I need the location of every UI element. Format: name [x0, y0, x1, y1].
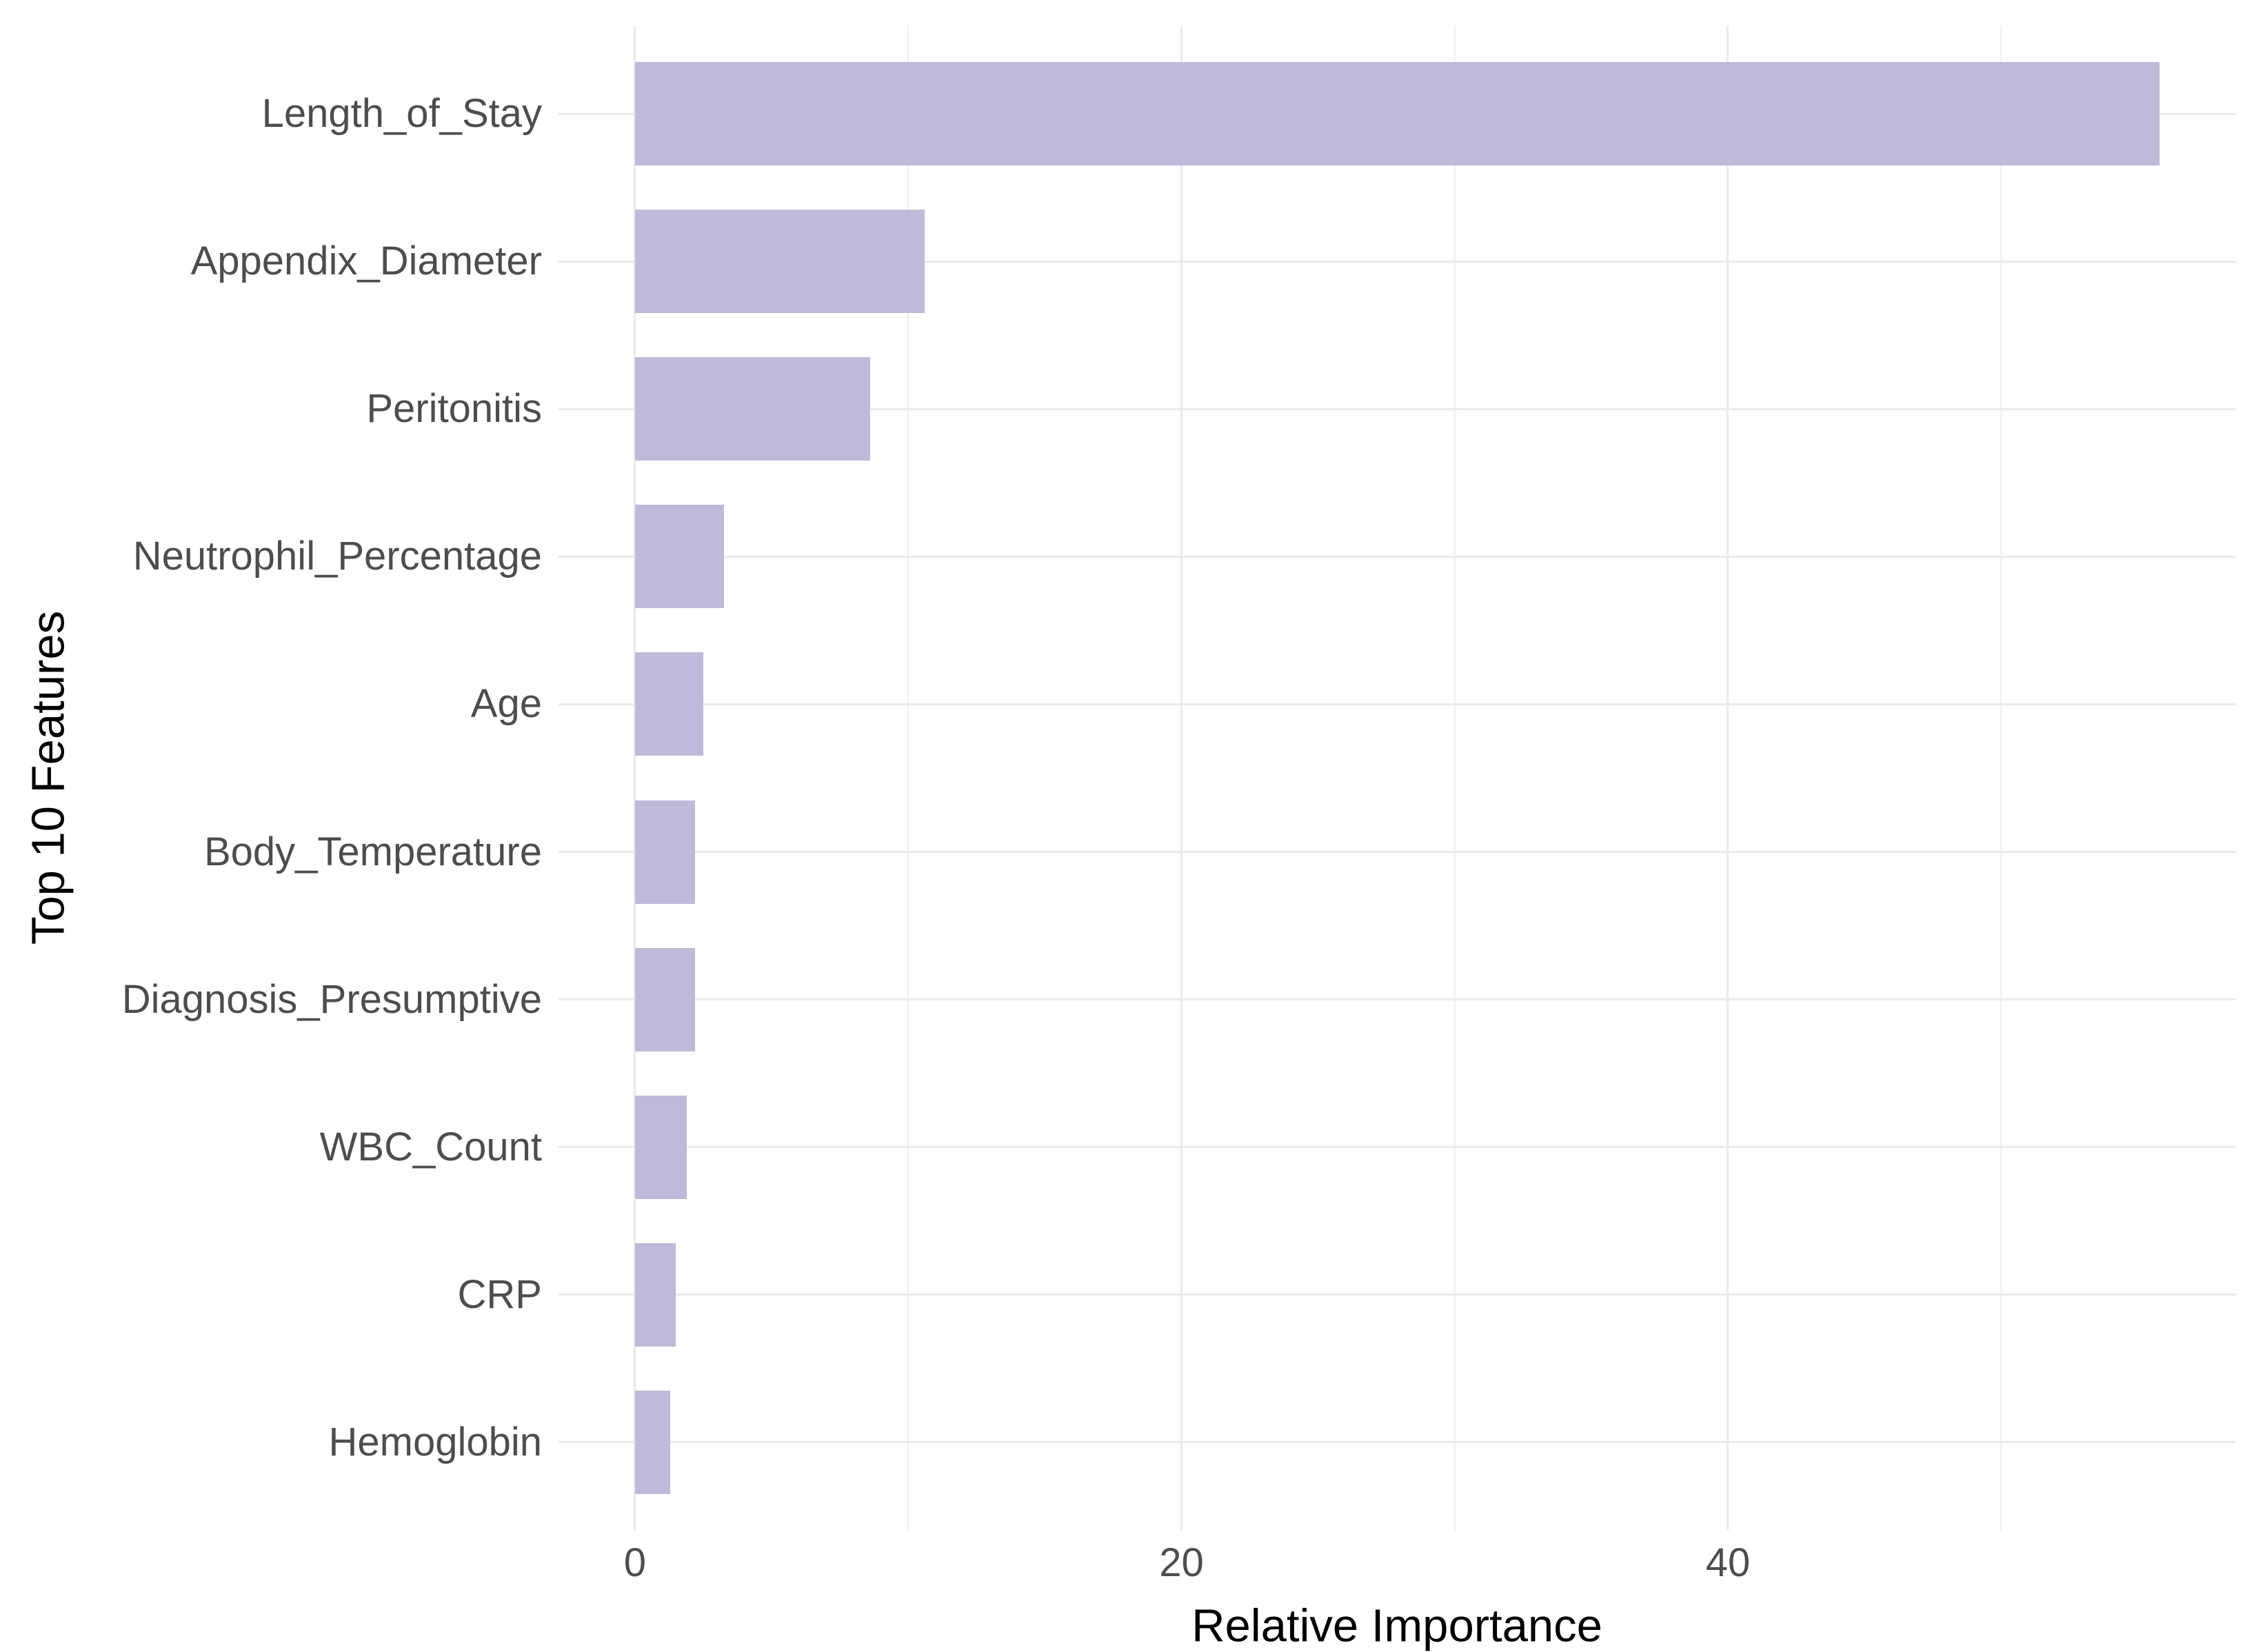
x-minor-gridline: [907, 26, 909, 1531]
y-major-gridline: [559, 998, 2236, 1001]
bar-length_of_stay: [634, 62, 2160, 166]
y-major-gridline: [559, 260, 2236, 263]
y-major-gridline: [559, 1146, 2236, 1149]
bar-body_temperature: [634, 800, 696, 904]
y-axis-label: Age: [470, 681, 542, 727]
bar-wbc_count: [634, 1095, 687, 1199]
bar-neutrophil_percentage: [634, 505, 724, 609]
plot-panel: [559, 26, 2236, 1531]
x-major-gridline: [1180, 26, 1183, 1531]
y-axis-label: Hemoglobin: [328, 1419, 542, 1464]
y-major-gridline: [559, 555, 2236, 558]
bar-diagnosis_presumptive: [634, 947, 696, 1051]
x-major-gridline: [1727, 26, 1729, 1531]
y-axis-label: Peritonitis: [366, 386, 542, 432]
y-axis-label: WBC_Count: [319, 1124, 542, 1169]
x-axis-tick-label: 20: [1159, 1540, 1204, 1585]
y-axis-label: Length_of_Stay: [261, 91, 542, 137]
bar-hemoglobin: [634, 1390, 671, 1494]
y-axis-label: Neutrophil_Percentage: [132, 534, 542, 579]
x-axis-tick-labels: 0 20 40: [559, 1543, 2236, 1591]
y-major-gridline: [559, 407, 2236, 410]
y-axis-label: Diagnosis_Presumptive: [121, 976, 542, 1022]
x-minor-gridline: [1454, 26, 1456, 1531]
bar-appendix_diameter: [634, 210, 925, 314]
x-axis-tick-label: 40: [1705, 1540, 1751, 1585]
y-major-gridline: [559, 703, 2236, 705]
bar-peritonitis: [634, 357, 870, 461]
y-major-gridline: [559, 1441, 2236, 1444]
bar-crp: [634, 1242, 676, 1347]
x-axis-title: Relative Importance: [1191, 1600, 1602, 1652]
y-major-gridline: [559, 1293, 2236, 1296]
y-axis-label: Body_Temperature: [203, 829, 542, 874]
x-axis-tick-label: 0: [623, 1540, 647, 1585]
y-axis-label: Appendix_Diameter: [190, 239, 542, 284]
x-minor-gridline: [2000, 26, 2002, 1531]
y-axis-label: CRP: [457, 1271, 542, 1317]
y-axis-labels: Length_of_Stay Appendix_Diameter Peritonit…: [0, 26, 542, 1531]
x-major-gridline: [634, 26, 636, 1531]
y-major-gridline: [559, 851, 2236, 853]
bar-age: [634, 652, 703, 756]
